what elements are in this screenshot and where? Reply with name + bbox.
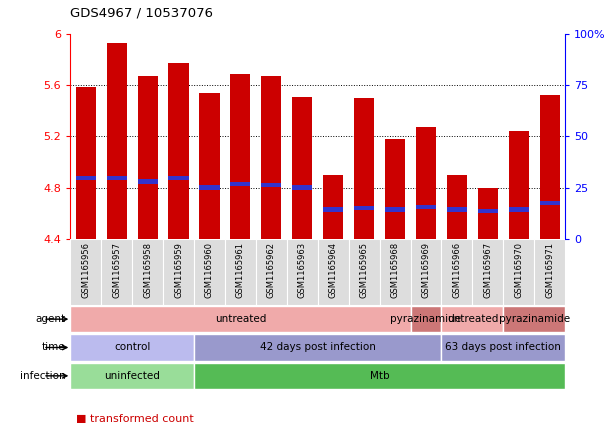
Bar [292,97,312,239]
Bar [447,207,467,212]
Bar [442,306,503,332]
Bar [534,239,565,305]
Bar [256,239,287,305]
Bar [262,183,282,187]
Text: pyrazinamide: pyrazinamide [499,314,570,324]
Bar [199,93,219,239]
Bar [292,185,312,190]
Bar [472,239,503,305]
Text: GSM1165964: GSM1165964 [329,242,338,298]
Text: GSM1165970: GSM1165970 [514,242,523,298]
Bar [194,363,565,389]
Bar [225,239,256,305]
Bar [509,131,529,239]
Text: GSM1165963: GSM1165963 [298,242,307,298]
Text: 42 days post infection: 42 days post infection [260,343,376,352]
Bar [318,239,349,305]
Bar [70,306,411,332]
Bar [447,175,467,239]
Bar [70,239,101,305]
Bar [442,239,472,305]
Text: GSM1165969: GSM1165969 [422,242,431,298]
Bar [137,76,158,239]
Text: GSM1165957: GSM1165957 [112,242,121,298]
Bar [101,239,132,305]
Bar [70,363,194,389]
Text: agent: agent [35,314,65,324]
Bar [287,239,318,305]
Bar [169,176,189,180]
Bar [385,139,405,239]
Bar [416,205,436,209]
Bar [323,207,343,212]
Text: GSM1165962: GSM1165962 [267,242,276,298]
Bar [106,176,126,180]
Bar [137,179,158,184]
Text: GSM1165965: GSM1165965 [360,242,368,298]
Bar [230,181,251,186]
Text: Mtb: Mtb [370,371,389,381]
Text: untreated: untreated [447,314,498,324]
Bar [76,87,96,239]
Text: time: time [42,343,65,352]
Text: GSM1165960: GSM1165960 [205,242,214,298]
Bar [411,306,442,332]
Bar [194,334,442,361]
Bar [354,206,374,211]
Text: GSM1165971: GSM1165971 [545,242,554,298]
Bar [70,334,194,361]
Bar [199,185,219,190]
Text: GSM1165961: GSM1165961 [236,242,245,298]
Bar [194,239,225,305]
Text: GSM1165956: GSM1165956 [81,242,90,298]
Bar [540,201,560,205]
Text: GSM1165967: GSM1165967 [483,242,492,298]
Text: GDS4967 / 10537076: GDS4967 / 10537076 [70,6,213,19]
Text: infection: infection [20,371,65,381]
Bar [76,176,96,180]
Text: GSM1165966: GSM1165966 [452,242,461,298]
Bar [385,207,405,212]
Bar [411,239,442,305]
Text: uninfected: uninfected [104,371,160,381]
Bar [163,239,194,305]
Text: GSM1165958: GSM1165958 [143,242,152,298]
Bar [349,239,379,305]
Text: 63 days post infection: 63 days post infection [445,343,562,352]
Text: ■ transformed count: ■ transformed count [76,413,194,423]
Bar [323,175,343,239]
Text: untreated: untreated [214,314,266,324]
Bar [132,239,163,305]
Bar [503,239,534,305]
Text: GSM1165959: GSM1165959 [174,242,183,298]
Bar [540,96,560,239]
Text: pyrazinamide: pyrazinamide [390,314,461,324]
Bar [416,127,436,239]
Bar [354,98,374,239]
Text: control: control [114,343,150,352]
Bar [106,43,126,239]
Bar [379,239,411,305]
Bar [169,63,189,239]
Bar [509,207,529,212]
Bar [478,209,498,213]
Bar [442,334,565,361]
Bar [478,188,498,239]
Bar [262,76,282,239]
Bar [503,306,565,332]
Text: GSM1165968: GSM1165968 [390,242,400,298]
Bar [230,74,251,239]
